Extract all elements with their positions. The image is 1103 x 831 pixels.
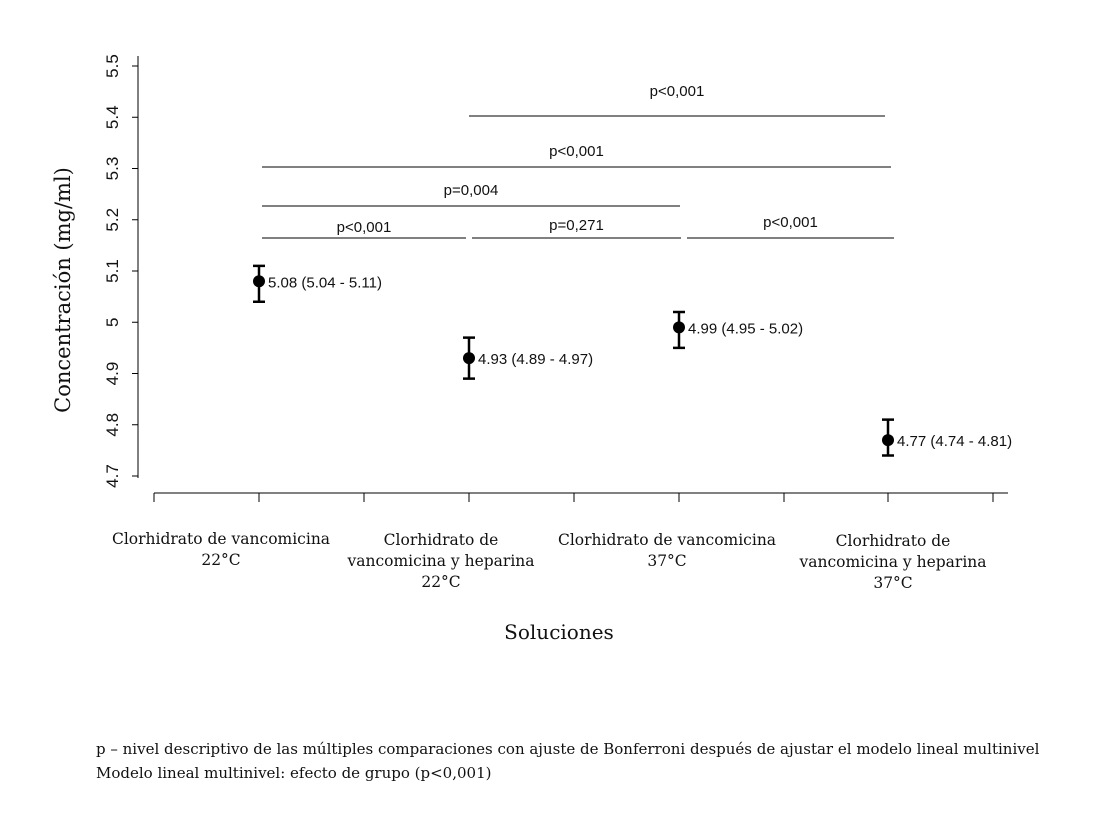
data-point (673, 321, 685, 334)
y-tick-label: 5.1 (103, 259, 122, 283)
y-tick-label: 5.4 (103, 105, 122, 129)
comparison-brackets: p<0,001 p<0,001 p=0,004 p<0,001 p=0,271 p<0,0… (262, 83, 894, 239)
data-point (463, 352, 475, 365)
axes: 4.7 4.8 4.9 5 5.1 5.2 5.3 5.4 5.5 Clorhidrato de … (103, 54, 1008, 592)
data-label: 5.08 (5.04 - 5.11) (268, 274, 382, 291)
y-tick-label: 5.2 (103, 208, 122, 232)
comparison-label: p<0,001 (549, 143, 604, 160)
y-tick-label: 5 (103, 318, 122, 327)
x-category-label: Clorhidrato de vancomicina 22°C (112, 530, 330, 569)
data-label: 4.99 (4.95 - 5.02) (688, 320, 803, 337)
y-tick-label: 4.7 (103, 464, 122, 488)
x-category-label: Clorhidrato de vancomicina y heparina 37°C (798, 532, 986, 592)
data-points: 5.08 (5.04 - 5.11) 4.93 (4.89 - 4.97) 4.99… (253, 264, 1012, 457)
data-point (882, 434, 894, 447)
footnote-2: Modelo lineal multinivel: efecto de grup… (96, 764, 492, 782)
y-tick-label: 4.8 (103, 413, 122, 437)
x-axis-label: Soluciones (504, 620, 614, 644)
x-category-label: Clorhidrato de vancomicina 37°C (558, 531, 776, 570)
data-point (253, 275, 265, 288)
y-tick-label: 5.5 (103, 54, 122, 78)
x-category-label: Clorhidrato de vancomicina y heparina 22°C (346, 531, 534, 591)
comparison-label: p<0,001 (650, 83, 705, 100)
y-tick-label: 5.3 (103, 157, 122, 181)
footnote-1: p – nivel descriptivo de las múltiples c… (96, 740, 1040, 758)
data-label: 4.77 (4.74 - 4.81) (897, 433, 1012, 450)
comparison-label: p=0,004 (444, 182, 499, 199)
comparison-label: p=0,271 (549, 217, 604, 234)
y-tick-label: 4.9 (103, 362, 122, 386)
comparison-label: p<0,001 (337, 219, 392, 236)
y-axis-label: Concentración (mg/ml) (51, 167, 75, 413)
comparison-label: p<0,001 (763, 214, 818, 231)
data-label: 4.93 (4.89 - 4.97) (478, 351, 593, 368)
